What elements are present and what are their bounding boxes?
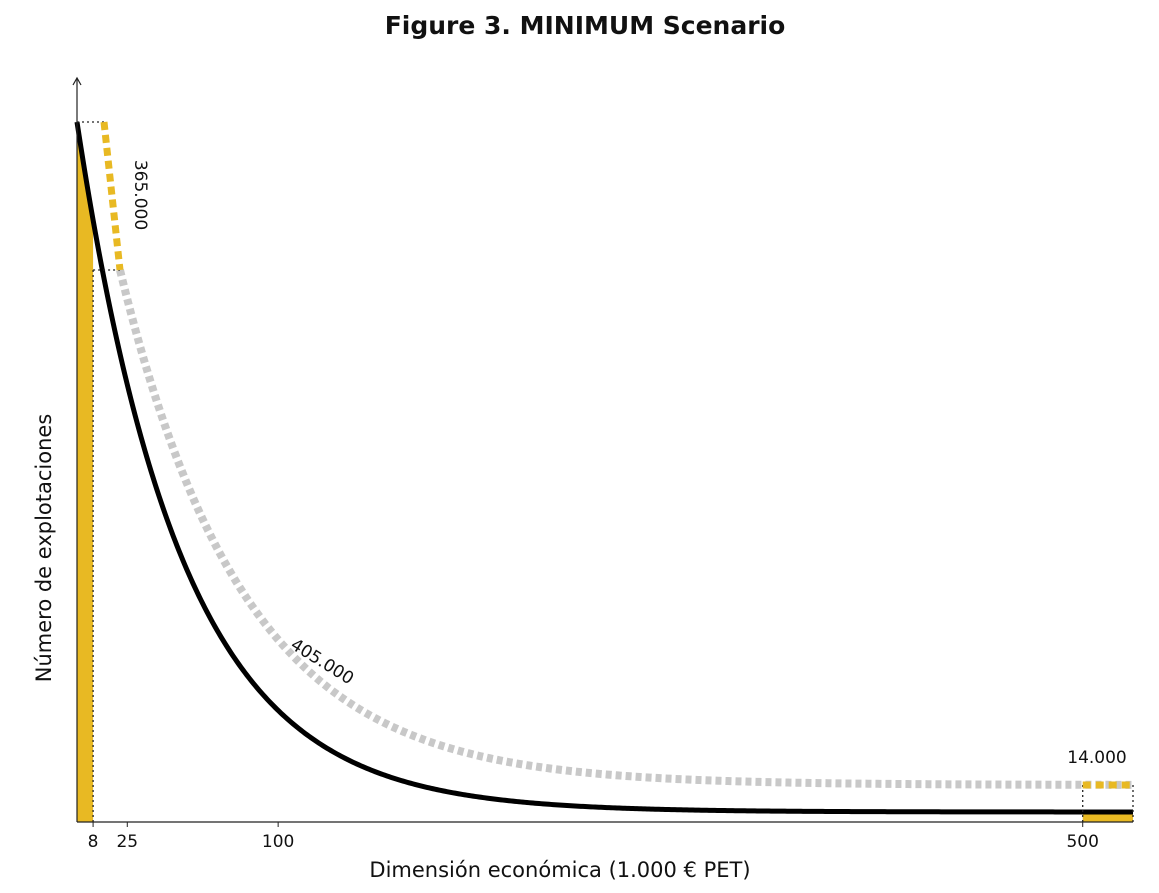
gray-dashed-curve <box>116 269 1133 789</box>
x-tick-label: 25 <box>116 832 138 852</box>
highlight-area <box>77 122 94 822</box>
annotation: 14.000 <box>1067 748 1126 768</box>
y-axis-arrow <box>72 76 82 86</box>
x-tick-label: 500 <box>1066 832 1098 852</box>
chart-title: Figure 3. MINIMUM Scenario <box>385 11 786 40</box>
annotation: 365.000 <box>130 160 150 230</box>
yellow-dashed-bar <box>100 121 124 271</box>
highlight-area <box>1082 811 1133 822</box>
x-axis-label: Dimensión económica (1.000 € PET) <box>369 858 750 882</box>
x-tick-label: 8 <box>88 832 99 852</box>
x-tick-label: 100 <box>262 832 294 852</box>
plot-area <box>74 121 1134 822</box>
black-curve <box>74 121 1133 815</box>
y-axis-label: Número de explotaciones <box>32 414 56 683</box>
